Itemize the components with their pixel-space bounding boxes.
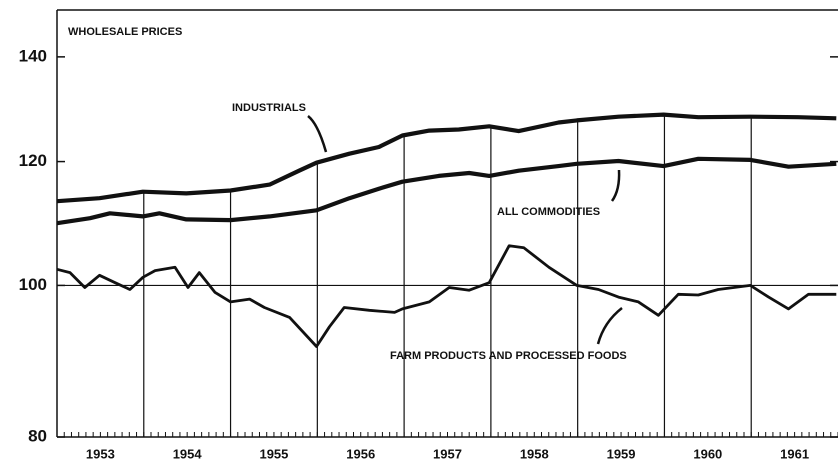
x-tick-label: 1954 <box>173 446 203 461</box>
series-label: INDUSTRIALS <box>232 102 306 114</box>
leader <box>307 115 328 153</box>
series-label: ALL COMMODITIES <box>497 206 600 218</box>
x-tick-label: 1953 <box>86 446 115 461</box>
y-tick-label: 80 <box>28 426 47 445</box>
x-tick-label: 1956 <box>346 446 375 461</box>
series-line <box>56 244 837 348</box>
y-tick-label: 120 <box>19 151 47 170</box>
series-line <box>56 156 837 226</box>
x-tick-label: 1955 <box>259 446 288 461</box>
series-label: FARM PRODUCTS AND PROCESSED FOODS <box>390 350 627 362</box>
chart-title: WHOLESALE PRICES <box>68 26 182 38</box>
y-tick-label: 100 <box>19 275 47 294</box>
x-tick-label: 1958 <box>520 446 549 461</box>
leader <box>610 169 621 202</box>
x-tick-label: 1961 <box>780 446 809 461</box>
x-tick-label: 1960 <box>693 446 722 461</box>
series-line <box>56 112 837 204</box>
x-tick-label: 1957 <box>433 446 462 461</box>
y-tick-label: 140 <box>19 46 47 65</box>
x-tick-label: 1959 <box>607 446 636 461</box>
leader <box>596 307 623 345</box>
